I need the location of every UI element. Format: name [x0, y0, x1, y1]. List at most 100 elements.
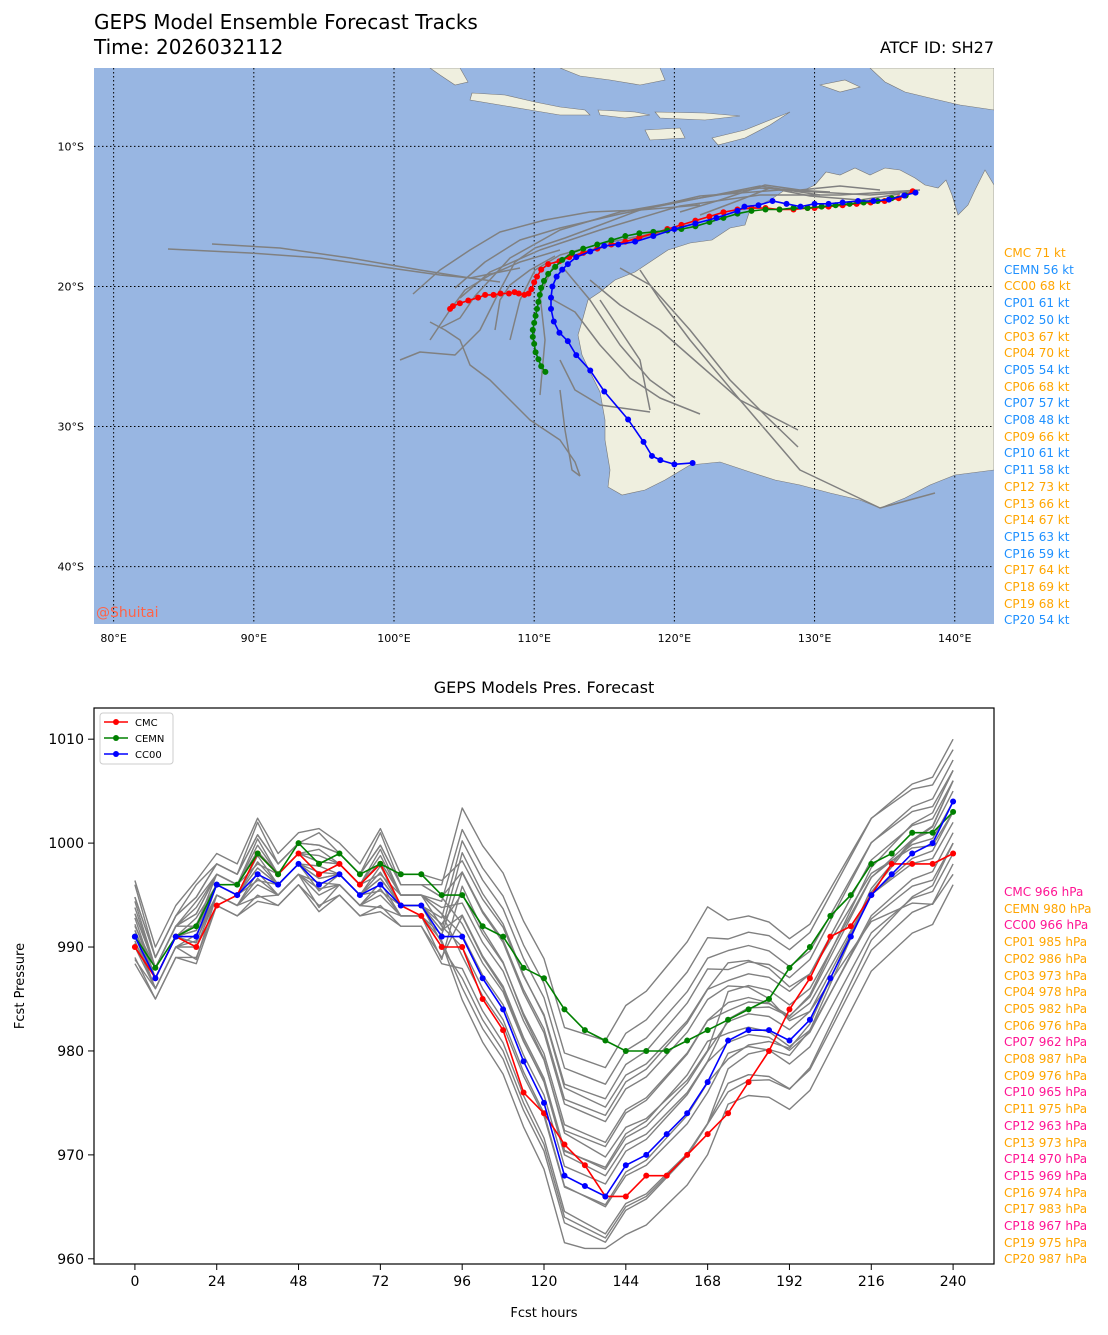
track-point-cc00 — [564, 338, 571, 345]
track-intensity-label: CP02 50 kt — [1004, 312, 1070, 327]
pressure-point-cemn — [704, 1027, 711, 1034]
track-point-cc00 — [769, 198, 776, 205]
pressure-point-cc00 — [520, 1058, 527, 1065]
pressure-point-cc00 — [152, 975, 159, 982]
pressure-point-cemn — [520, 964, 527, 971]
pressure-point-cmc — [316, 871, 322, 878]
track-point-cmc — [545, 261, 552, 268]
track-point-cc00 — [556, 329, 563, 336]
member-track — [454, 185, 821, 289]
land-new-guinea — [869, 68, 994, 111]
pressure-point-cemn — [745, 1006, 752, 1013]
track-point-cc00 — [825, 200, 832, 207]
pressure-point-cc00 — [336, 871, 343, 878]
track-point-cc00 — [755, 202, 762, 209]
track-point-cemn — [529, 333, 536, 340]
track-point-cemn — [608, 237, 615, 244]
member-track — [639, 269, 936, 509]
x-tick-label: 24 — [208, 1274, 226, 1290]
pressure-point-cmc — [520, 1089, 527, 1096]
track-intensity-label: CP20 54 kt — [1004, 613, 1070, 628]
pressure-label: CMC 966 hPa — [1004, 885, 1084, 899]
track-point-cemn — [538, 363, 545, 370]
track-point-cc00 — [625, 416, 632, 423]
track-point-cemn — [541, 277, 547, 284]
land-timor — [711, 111, 791, 146]
track-intensity-label: CP19 68 kt — [1004, 596, 1070, 611]
track-intensity-label: CP18 69 kt — [1004, 580, 1070, 594]
pressure-point-cemn — [909, 829, 916, 836]
pressure-label: CP13 973 hPa — [1004, 1135, 1088, 1150]
pressure-point-cemn — [234, 881, 241, 888]
x-tick-label: 0 — [130, 1274, 139, 1290]
pressure-label: CP07 962 hPa — [1004, 1035, 1088, 1050]
pressure-point-cc00 — [500, 1006, 507, 1013]
track-point-cemn — [529, 326, 536, 333]
lon-tick-label: 140°E — [938, 632, 971, 645]
pressure-point-cemn — [397, 871, 404, 878]
pressure-label: CP03 973 hPa — [1004, 968, 1088, 983]
pressure-point-cc00 — [295, 860, 302, 867]
y-tick-label: 990 — [57, 940, 84, 956]
pressure-label: CP05 982 hPa — [1004, 1001, 1088, 1016]
track-point-cemn — [532, 349, 539, 356]
track-point-cemn — [790, 205, 797, 212]
track-point-cmc — [706, 213, 713, 220]
track-point-cmc — [475, 294, 482, 301]
pressure-label: CP02 986 hPa — [1004, 951, 1088, 966]
plot-frame — [93, 707, 995, 1265]
pressure-point-cc00 — [438, 933, 445, 940]
pressure-point-cmc — [213, 902, 220, 909]
track-point-cc00 — [912, 189, 919, 196]
track-point-cemn — [536, 291, 543, 298]
track-point-cemn — [559, 256, 566, 263]
track-point-cc00 — [741, 203, 748, 210]
pressure-point-cemn — [602, 1037, 609, 1044]
pressure-label: CP04 978 hPa — [1004, 985, 1088, 1000]
land-sumbawa-flores — [654, 111, 741, 121]
pressure-point-cmc — [561, 1141, 568, 1148]
pressure-point-cc00 — [643, 1151, 650, 1158]
track-point-cemn — [776, 206, 783, 213]
member-track — [459, 189, 921, 299]
pressure-point-cc00 — [888, 871, 895, 878]
track-point-cmc — [531, 279, 538, 286]
member-pressure-line — [134, 842, 954, 1243]
member-track — [399, 189, 911, 361]
track-point-cc00 — [885, 196, 892, 203]
atcf-id: ATCF ID: SH27 — [879, 38, 994, 57]
track-point-cemn — [580, 245, 587, 252]
pressure-point-cmc — [929, 860, 936, 867]
lon-tick-label: 90°E — [241, 632, 267, 645]
track-point-cemn — [636, 230, 643, 237]
track-point-cc00 — [564, 261, 571, 268]
pressure-label: CP08 987 hPa — [1004, 1052, 1088, 1066]
member-track — [559, 359, 651, 413]
track-point-cc00 — [573, 352, 580, 359]
track-point-cemn — [533, 305, 540, 312]
pressure-point-cemn — [643, 1047, 650, 1054]
track-point-cemn — [818, 203, 825, 210]
pressure-point-cmc — [684, 1151, 691, 1158]
land-sumba — [644, 127, 686, 141]
track-point-cc00 — [689, 459, 696, 466]
pressure-point-cc00 — [704, 1079, 711, 1086]
member-track — [679, 184, 881, 213]
y-tick-label: 970 — [57, 1148, 84, 1164]
pressure-point-cmc — [622, 1193, 629, 1200]
member-track — [619, 267, 799, 448]
pressure-point-cmc — [704, 1131, 711, 1138]
track-point-cc00 — [671, 226, 678, 233]
pressure-point-cmc — [131, 944, 138, 951]
pressure-point-cemn — [377, 860, 384, 867]
member-track — [599, 299, 651, 411]
pressure-point-cc00 — [316, 881, 322, 888]
pressure-label: CP01 985 hPa — [1004, 935, 1088, 950]
track-point-cc00 — [550, 318, 557, 325]
track-intensity-label: CP06 68 kt — [1004, 379, 1070, 394]
track-point-cc00 — [601, 388, 608, 395]
pressure-point-cc00 — [663, 1131, 670, 1138]
y-axis-label: Fcst Pressure — [13, 943, 28, 1029]
track-point-cc00 — [870, 198, 877, 205]
track-point-cc00 — [839, 199, 846, 206]
